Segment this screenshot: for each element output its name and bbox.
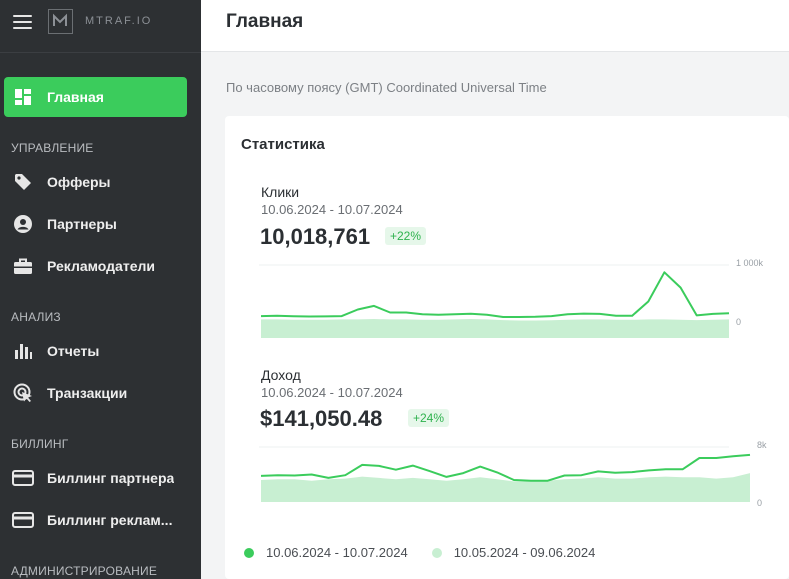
sidebar-item-home[interactable]: Главная	[4, 77, 187, 117]
sidebar-header: MTRAF.IO	[0, 0, 201, 42]
revenue-axis-min-label: 0	[757, 498, 763, 508]
legend-previous-label: 10.05.2024 - 09.06.2024	[453, 545, 596, 560]
sidebar-item-label: Отчеты	[47, 343, 100, 359]
brand-name: MTRAF.IO	[85, 15, 153, 27]
clicks-change-badge: +22%	[385, 227, 427, 245]
legend-previous-period[interactable]: 10.05.2024 - 09.06.2024	[431, 545, 596, 560]
section-title-billing: БИЛЛИНГ	[11, 437, 69, 451]
revenue-change-badge: +24%	[408, 409, 450, 427]
chart-legend: 10.06.2024 - 10.07.2024 10.05.2024 - 09.…	[244, 545, 619, 560]
sidebar-item-reports[interactable]: Отчеты	[4, 331, 187, 371]
sidebar-item-offers[interactable]: Офферы	[4, 162, 187, 202]
clicks-line-chart	[259, 264, 730, 338]
sidebar-item-label: Офферы	[47, 174, 111, 190]
bar-chart-icon	[12, 340, 34, 362]
sidebar-item-label: Партнеры	[47, 216, 117, 232]
sidebar-item-label: Биллинг партнера	[47, 470, 175, 486]
page-title: Главная	[226, 11, 304, 32]
legend-previous-dot	[431, 547, 442, 558]
cursor-click-icon	[12, 382, 34, 404]
brand-logo-icon	[48, 9, 73, 34]
clicks-current-period-line	[260, 271, 730, 318]
sidebar: MTRAF.IO Главная УПРАВЛЕНИЕ Офферы Партн…	[0, 0, 201, 579]
revenue-metric-name: Доход	[261, 367, 301, 383]
revenue-line-chart	[259, 446, 751, 502]
sidebar-item-partners[interactable]: Партнеры	[4, 204, 187, 244]
sidebar-item-label: Главная	[47, 89, 104, 105]
clicks-previous-period-area	[261, 319, 729, 338]
sidebar-divider	[0, 52, 201, 53]
sidebar-item-partner-billing[interactable]: Биллинг партнера	[4, 458, 187, 498]
timezone-note: По часовому поясу (GMT) Coordinated Univ…	[226, 80, 547, 95]
user-circle-icon	[12, 213, 34, 235]
card-title: Статистика	[241, 136, 325, 153]
credit-card-icon	[12, 509, 34, 531]
clicks-total-value: 10,018,761	[260, 224, 371, 249]
sidebar-item-label: Транзакции	[47, 385, 128, 401]
sidebar-item-label: Рекламодатели	[47, 258, 155, 274]
legend-current-period[interactable]: 10.06.2024 - 10.07.2024	[244, 545, 408, 560]
sidebar-item-advertisers[interactable]: Рекламодатели	[4, 246, 187, 286]
topbar: Главная	[201, 0, 789, 52]
credit-card-icon	[12, 467, 34, 489]
revenue-total-value: $141,050.48	[260, 406, 383, 431]
section-title-management: УПРАВЛЕНИЕ	[11, 141, 94, 155]
clicks-axis-max-label: 1 000k	[736, 258, 764, 268]
sidebar-item-advertiser-billing[interactable]: Биллинг реклам...	[4, 500, 187, 540]
tag-icon	[12, 171, 34, 193]
revenue-previous-period-area	[261, 473, 750, 502]
dashboard-icon	[12, 86, 34, 108]
revenue-axis-max-label: 8k	[757, 440, 767, 450]
legend-current-label: 10.06.2024 - 10.07.2024	[266, 545, 408, 560]
briefcase-icon	[12, 255, 34, 277]
revenue-current-period-line	[260, 453, 751, 482]
section-title-administration: АДМИНИСТРИРОВАНИЕ	[11, 564, 158, 578]
legend-current-dot	[244, 547, 254, 558]
clicks-date-range: 10.06.2024 - 10.07.2024	[261, 202, 403, 217]
menu-toggle-icon[interactable]	[13, 15, 32, 29]
stats-card: Статистика Клики 10.06.2024 - 10.07.2024…	[225, 116, 789, 579]
sidebar-item-transactions[interactable]: Транзакции	[4, 373, 187, 413]
clicks-metric-name: Клики	[261, 184, 300, 200]
revenue-date-range: 10.06.2024 - 10.07.2024	[261, 385, 403, 400]
section-title-analysis: АНАЛИЗ	[11, 310, 61, 324]
clicks-axis-min-label: 0	[736, 317, 742, 327]
sidebar-item-label: Биллинг реклам...	[47, 512, 173, 528]
